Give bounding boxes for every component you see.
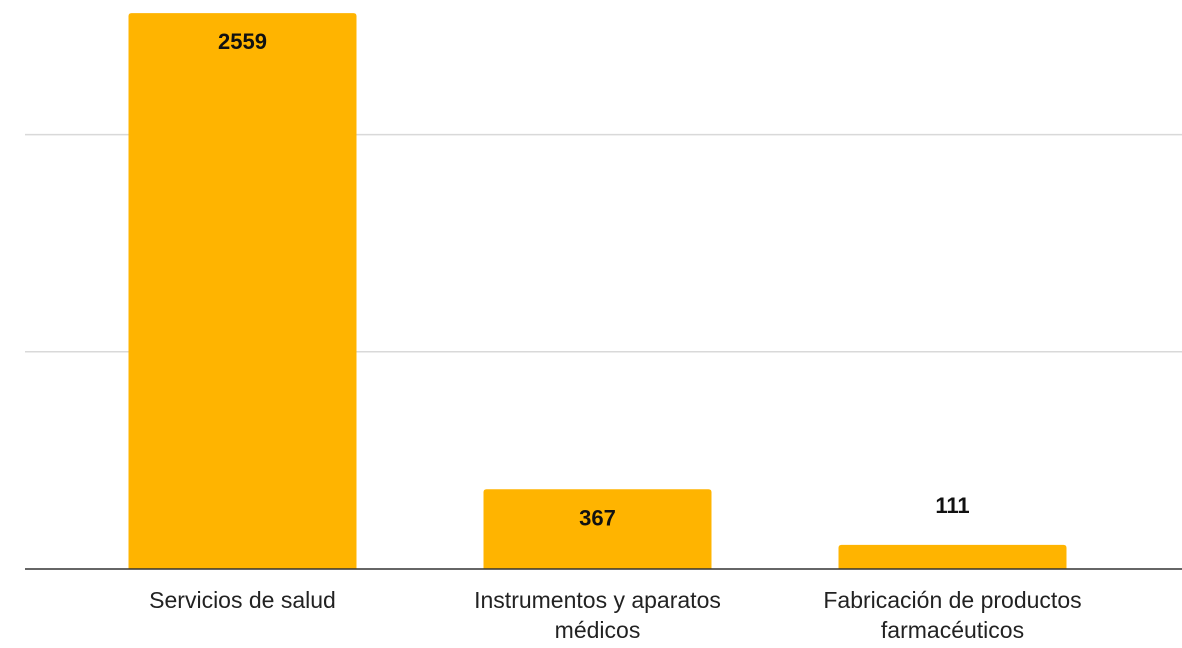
- data-label-2: 367: [579, 505, 616, 530]
- bar-2: [483, 489, 712, 569]
- x-tick-label-3: Fabricación de productos farmacéuticos: [823, 587, 1081, 643]
- bars: [128, 13, 1067, 570]
- x-tick-label-2: Instrumentos y aparatos médicos: [474, 587, 721, 643]
- data-label-1: 2559: [218, 29, 267, 54]
- x-tick-label-1: Servicios de salud: [149, 587, 336, 613]
- data-label-3: 111: [935, 493, 969, 518]
- x-axis-tick-labels: Servicios de salud Instrumentos y aparato…: [149, 587, 1081, 643]
- bar-3: [838, 544, 1067, 569]
- data-labels: 2559 367 111: [218, 29, 970, 530]
- bar-1: [128, 13, 357, 570]
